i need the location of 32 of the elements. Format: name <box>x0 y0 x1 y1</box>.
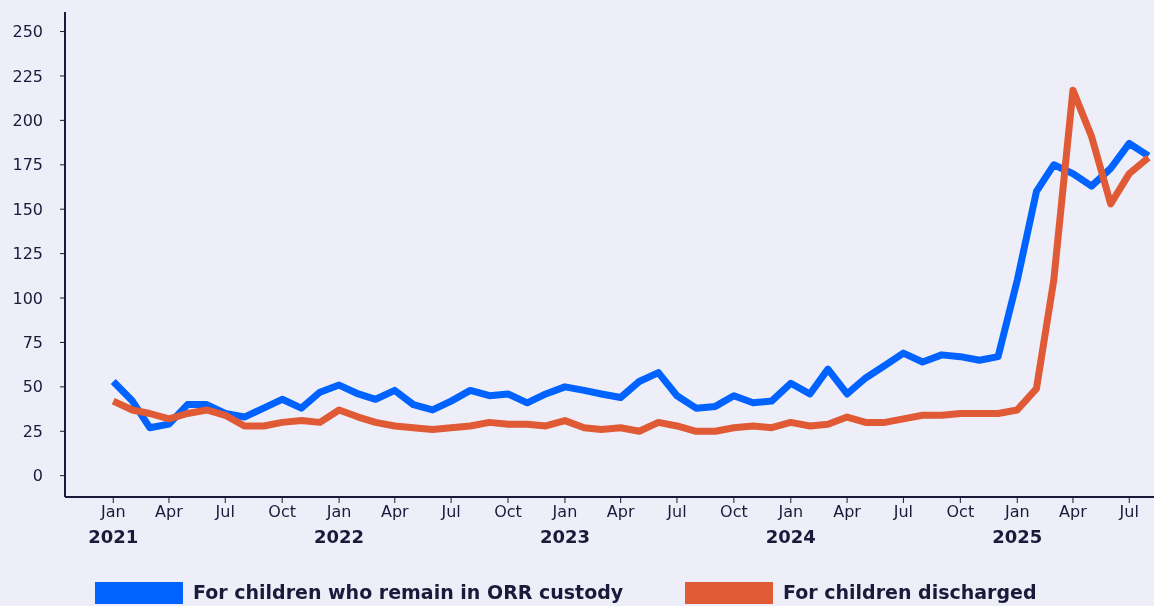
y-tick-label: 150 <box>12 199 43 219</box>
x-tick-label: Jul <box>440 502 461 521</box>
x-tick-label: Oct <box>720 502 748 521</box>
y-tick-label: 175 <box>12 155 43 175</box>
y-tick-label: 200 <box>12 110 43 130</box>
x-tick-label: Jan 2025 <box>992 502 1043 547</box>
y-tick-label: 0 <box>32 466 43 486</box>
x-tick-label: Apr <box>606 502 635 521</box>
x-tick-label: Jan 2024 <box>765 502 816 547</box>
x-tick-label: Oct <box>268 502 297 521</box>
x-tick-label: Oct <box>494 502 522 521</box>
legend-label: For children discharged <box>783 581 1037 603</box>
y-tick-label: 225 <box>12 66 43 86</box>
x-tick-label: Apr <box>155 502 184 521</box>
y-tick-label: 100 <box>12 288 43 308</box>
x-tick-label: Apr <box>380 502 410 521</box>
x-tick-label: Jan 2021 <box>88 502 139 547</box>
y-tick-label: 25 <box>22 421 43 441</box>
x-tick-label: Oct <box>946 502 975 521</box>
x-tick-label: Jul <box>1118 502 1139 521</box>
legend-label: For children who remain in ORR custody <box>193 581 624 603</box>
x-tick-label: Jan 2023 <box>539 502 590 547</box>
y-tick-label: 125 <box>12 244 43 264</box>
x-tick-label: Jul <box>892 502 914 521</box>
y-tick-label: 75 <box>22 333 43 353</box>
x-tick-label: Jan 2022 <box>314 502 365 547</box>
x-tick-label: Jul <box>214 502 235 521</box>
x-tick-label: Apr <box>833 502 862 521</box>
y-tick-label: 50 <box>22 377 43 397</box>
x-tick-label: Apr <box>1059 502 1088 521</box>
x-tick-label: Jul <box>666 502 687 521</box>
y-tick-label: 250 <box>12 22 43 42</box>
